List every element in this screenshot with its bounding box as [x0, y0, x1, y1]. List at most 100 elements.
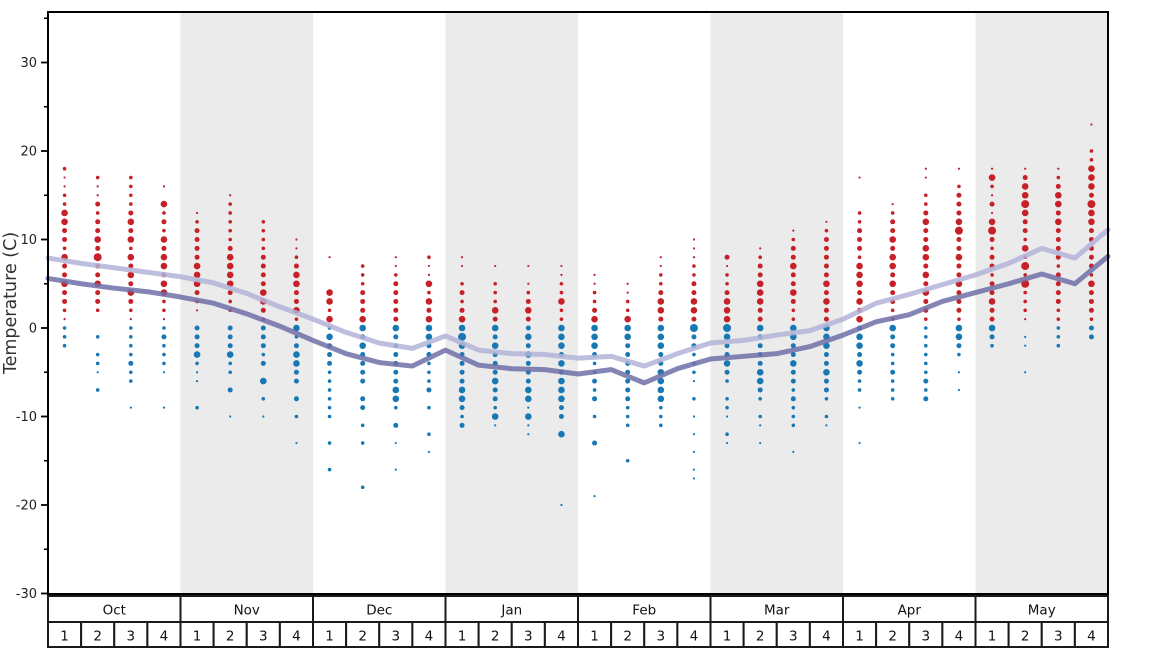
week-label: 2 — [491, 629, 500, 645]
min-temp-dot — [558, 333, 565, 341]
min-temp-dot — [957, 388, 961, 392]
max-temp-dot — [955, 218, 963, 226]
min-temp-dot — [823, 387, 829, 393]
max-temp-dot — [228, 220, 232, 224]
min-temp-dot — [857, 369, 863, 375]
week-label: 4 — [425, 629, 434, 645]
max-temp-dot — [723, 307, 731, 314]
max-temp-dot — [261, 237, 266, 242]
min-temp-dot — [725, 397, 729, 401]
max-temp-dot — [1088, 192, 1094, 198]
max-temp-dot — [1088, 183, 1095, 190]
max-temp-dot — [657, 298, 665, 305]
max-temp-dot — [956, 245, 962, 251]
week-label: 1 — [458, 629, 467, 645]
max-temp-dot — [326, 289, 333, 296]
min-temp-dot — [492, 334, 498, 340]
max-temp-dot — [823, 263, 829, 269]
min-temp-dot — [260, 360, 266, 366]
max-temp-dot — [724, 254, 730, 260]
max-temp-dot — [226, 262, 234, 270]
min-temp-dot — [194, 334, 200, 340]
max-temp-dot — [990, 211, 994, 215]
min-temp-dot — [790, 352, 796, 358]
week-cell — [1073, 621, 1109, 648]
max-temp-dot — [194, 228, 200, 234]
max-temp-dot — [427, 255, 431, 259]
min-temp-dot — [129, 406, 132, 409]
max-temp-dot — [922, 245, 930, 252]
max-temp-dot — [1024, 318, 1027, 321]
min-temp-dot — [359, 324, 366, 332]
max-temp-dot — [327, 308, 332, 313]
max-temp-dot — [890, 211, 895, 215]
max-temp-dot — [62, 246, 67, 251]
max-temp-dot — [228, 202, 232, 206]
max-temp-dot — [1022, 228, 1028, 234]
y-axis-title: Temperature (C) — [1, 232, 21, 375]
max-temp-dot — [956, 237, 962, 242]
min-temp-dot — [260, 377, 267, 385]
max-temp-dot — [990, 194, 994, 197]
min-temp-dot — [924, 388, 928, 392]
max-temp-dot — [1089, 149, 1094, 153]
min-temp-dot — [890, 352, 895, 357]
max-temp-dot — [626, 291, 629, 294]
max-temp-dot — [227, 245, 233, 251]
min-temp-dot — [427, 405, 431, 410]
min-temp-dot — [591, 342, 598, 350]
min-temp-dot — [525, 333, 532, 341]
max-temp-dot — [491, 307, 499, 314]
max-temp-dot — [857, 228, 863, 234]
min-temp-dot — [494, 424, 497, 427]
max-temp-dot — [791, 237, 796, 242]
max-temp-dot — [129, 202, 133, 206]
min-temp-dot — [592, 396, 598, 402]
min-temp-dot — [525, 325, 531, 331]
max-temp-dot — [195, 211, 199, 215]
month-week-axis-table: Oct 1 2 3 4 Nov 1 2 3 4 Dec 1 2 3 4 Jan 1 2 3 4 Feb 1 2 3 4 Mar 1 2… — [47, 595, 1109, 648]
max-temp-dot — [659, 281, 663, 286]
max-temp-dot — [128, 210, 134, 216]
max-temp-dot — [625, 299, 630, 304]
max-temp-dot — [525, 307, 532, 314]
plot-frame — [47, 11, 1109, 595]
max-temp-dot — [923, 298, 929, 304]
min-temp-dot — [825, 424, 828, 427]
max-temp-dot — [326, 315, 333, 323]
max-temp-dot — [956, 201, 962, 207]
week-label: 2 — [756, 629, 765, 645]
min-temp-dot — [394, 405, 398, 410]
max-temp-dot — [359, 315, 366, 323]
max-temp-dot — [1055, 218, 1062, 226]
month-label: May — [1028, 603, 1056, 619]
max-temp-dot — [558, 298, 565, 305]
min-temp-dot — [1024, 335, 1027, 338]
min-temp-dot — [293, 360, 300, 367]
min-temp-dot — [692, 450, 696, 453]
min-temp-dot — [890, 379, 895, 383]
max-temp-dot — [856, 280, 863, 288]
max-temp-dot — [823, 298, 830, 305]
min-temp-dot — [1056, 343, 1061, 348]
max-temp-dot — [891, 203, 894, 206]
max-temp-dot — [95, 219, 101, 225]
week-label: 3 — [922, 629, 931, 645]
week-label: 3 — [789, 629, 798, 645]
month-cell — [974, 595, 1109, 623]
max-temp-dot — [1088, 228, 1094, 234]
min-temp-dot — [756, 377, 764, 385]
max-temp-dot — [1056, 308, 1061, 313]
min-temp-dot — [458, 386, 466, 394]
month-label: Mar — [764, 603, 790, 619]
max-temp-dot — [790, 289, 797, 296]
max-temp-dot — [62, 263, 68, 269]
min-temp-dot — [1024, 371, 1027, 374]
week-label: 3 — [1054, 629, 1063, 645]
min-temp-dot — [725, 415, 729, 418]
max-temp-dot — [161, 219, 167, 225]
min-temp-dot — [129, 352, 133, 357]
min-temp-dot — [426, 387, 432, 393]
max-temp-dot — [1021, 262, 1030, 271]
min-temp-dot — [924, 352, 928, 357]
